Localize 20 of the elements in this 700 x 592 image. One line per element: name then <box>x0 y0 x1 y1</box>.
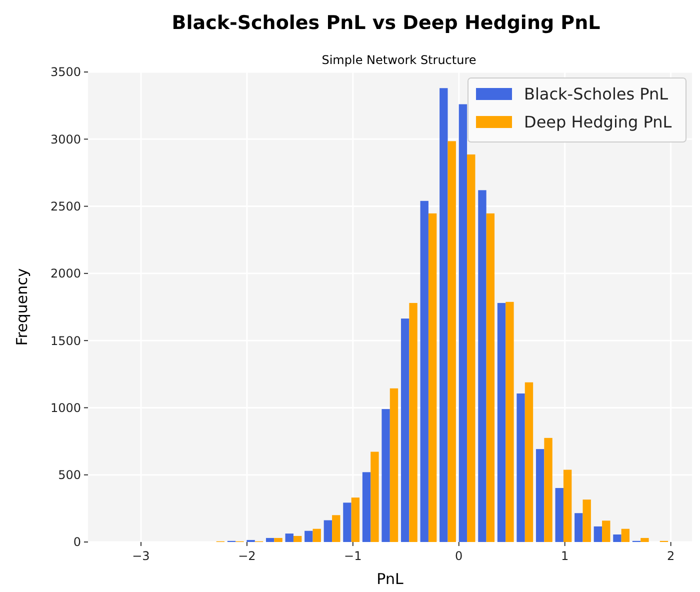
legend-label: Deep Hedging PnL <box>524 112 672 132</box>
chart-subtitle: Simple Network Structure <box>322 53 476 67</box>
x-tick-label: −1 <box>344 549 362 563</box>
legend-label: Black-Scholes PnL <box>524 84 668 104</box>
y-tick-label: 0 <box>73 535 81 550</box>
chart-title: Black-Scholes PnL vs Deep Hedging PnL <box>172 12 600 34</box>
y-tick-label: 3500 <box>50 65 81 80</box>
x-tick-label: −3 <box>132 549 150 563</box>
x-tick-label: 0 <box>455 549 463 563</box>
y-tick-label: 1000 <box>50 400 81 415</box>
y-tick-label: 1500 <box>50 334 81 348</box>
y-tick-label: 500 <box>58 468 81 482</box>
y-tick-label: 2000 <box>50 266 81 281</box>
x-tick-label: −2 <box>238 549 256 563</box>
y-tick-label: 3000 <box>50 132 81 146</box>
x-tick-label: 1 <box>561 549 569 563</box>
y-axis-title: Frequency <box>13 268 31 346</box>
x-axis-title: PnL <box>376 570 404 588</box>
x-tick-label: 2 <box>666 549 675 563</box>
y-tick-label: 2500 <box>50 199 81 214</box>
